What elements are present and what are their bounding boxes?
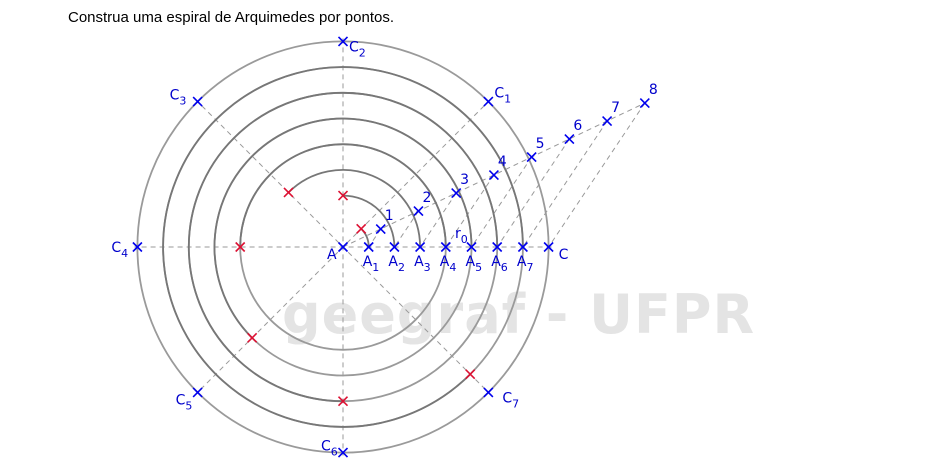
division-point-label-6: 6 bbox=[573, 118, 582, 134]
axis-point-label-4: A4 bbox=[440, 254, 457, 274]
division-point-label-4: 4 bbox=[498, 154, 507, 170]
end-point-mark bbox=[543, 241, 554, 253]
circle-point-label-4: C4 bbox=[111, 240, 128, 260]
division-point-mark-2 bbox=[413, 205, 424, 217]
spiral-point-mark-4 bbox=[235, 241, 246, 253]
end-label: C bbox=[559, 247, 569, 263]
circle-point-label-5: C5 bbox=[176, 392, 193, 412]
axis-point-mark-7 bbox=[517, 241, 528, 253]
parallel-line-7 bbox=[522, 120, 608, 248]
circle-point-label-6: C6 bbox=[321, 439, 338, 459]
division-point-label-7: 7 bbox=[611, 100, 620, 116]
circle-point-label-7: C7 bbox=[502, 390, 519, 410]
axis-point-label-1: A1 bbox=[363, 254, 380, 274]
spiral-point-mark-2 bbox=[337, 190, 349, 201]
axis-point-mark-2 bbox=[389, 241, 400, 253]
division-point-mark-5 bbox=[526, 151, 537, 163]
axis-point-mark-4 bbox=[440, 241, 451, 253]
parallel-line-2 bbox=[393, 210, 419, 248]
radius-label: r0 bbox=[455, 226, 468, 246]
point-labels: A Cr0 A1 A2 A3 A4 A5 A6 A7 C1 C2 C3 C4 C5 C6 C7 1 2 3 4 5 6 7 8 bbox=[111, 39, 657, 458]
axis-point-label-3: A3 bbox=[414, 254, 431, 274]
division-point-mark-1 bbox=[375, 223, 386, 235]
parallel-line-6 bbox=[496, 138, 570, 248]
axis-point-label-2: A2 bbox=[388, 254, 405, 274]
center-label: A bbox=[327, 247, 337, 263]
spiral-point-mark-1 bbox=[356, 223, 367, 234]
center-point-mark bbox=[337, 241, 349, 253]
circle-point-mark-3 bbox=[192, 96, 203, 107]
spiral-arcs bbox=[162, 66, 524, 428]
division-point-label-1: 1 bbox=[385, 208, 394, 224]
division-point-label-3: 3 bbox=[460, 172, 469, 188]
axis-point-mark-5 bbox=[466, 241, 477, 253]
division-point-label-8: 8 bbox=[649, 82, 658, 98]
axis-point-mark-1 bbox=[363, 241, 374, 253]
circle-point-mark-5 bbox=[192, 387, 203, 398]
division-point-mark-4 bbox=[488, 169, 499, 181]
axis-point-mark-3 bbox=[415, 241, 426, 253]
spiral-point-mark-7 bbox=[465, 369, 476, 380]
parallel-line-5 bbox=[471, 156, 533, 248]
parallel-line-4 bbox=[445, 174, 495, 248]
circle-point-mark-7 bbox=[483, 387, 494, 398]
division-point-mark-6 bbox=[564, 133, 575, 145]
circle-point-mark-2 bbox=[337, 36, 349, 47]
oblique-division-line bbox=[342, 102, 646, 248]
axis-point-label-7: A7 bbox=[517, 254, 534, 274]
parallel-line-3 bbox=[419, 192, 457, 248]
axis-point-label-6: A6 bbox=[491, 254, 508, 274]
spiral-point-mark-3 bbox=[283, 187, 294, 198]
division-point-label-2: 2 bbox=[422, 190, 431, 206]
axis-point-label-5: A5 bbox=[466, 254, 483, 274]
circle-point-label-3: C3 bbox=[170, 88, 187, 108]
circle-point-mark-1 bbox=[483, 96, 494, 107]
point-marks bbox=[132, 36, 650, 458]
division-point-mark-7 bbox=[602, 115, 613, 127]
division-point-mark-8 bbox=[639, 97, 650, 109]
division-point-mark-3 bbox=[451, 187, 462, 199]
circle-point-label-1: C1 bbox=[494, 86, 511, 106]
axis-point-mark-6 bbox=[492, 241, 503, 253]
circle-point-mark-4 bbox=[132, 241, 143, 253]
parallel-line-8 bbox=[548, 102, 646, 248]
circle-point-label-2: C2 bbox=[349, 39, 366, 59]
division-point-label-5: 5 bbox=[536, 136, 545, 152]
spiral-point-mark-5 bbox=[247, 332, 258, 343]
spiral-curve bbox=[162, 66, 524, 428]
circle-point-mark-6 bbox=[337, 447, 349, 458]
watermark-text: geegraf - UFPR bbox=[282, 283, 756, 346]
exercise-title: Construa uma espiral de Arquimedes por p… bbox=[68, 9, 395, 26]
spiral-point-mark-6 bbox=[337, 396, 349, 407]
